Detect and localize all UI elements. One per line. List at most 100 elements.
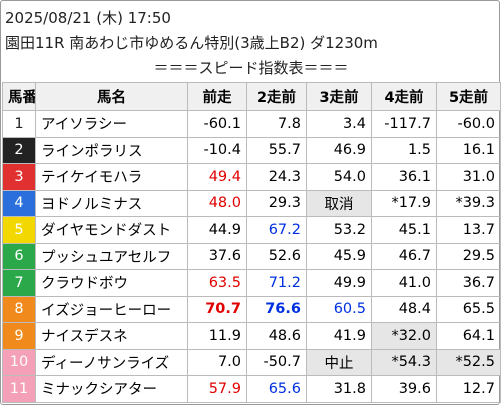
horse-row: 2 ラインポラリス -10.4 55.7 46.9 1.5 16.1 bbox=[2, 136, 501, 164]
date-line: 2025/08/21 (木) 17:50 bbox=[5, 9, 171, 27]
speed-index: 中止 bbox=[306, 348, 372, 376]
speed-index: 12.7 bbox=[436, 375, 501, 403]
race-line: 園田11R 南あわじ市ゆめるん特別(3歳上B2) ダ1230m bbox=[5, 34, 378, 52]
horse-row: 3 テイケイモハラ 49.4 24.3 54.0 36.1 31.0 bbox=[2, 163, 501, 191]
horse-number: 3 bbox=[2, 163, 36, 191]
horse-row: 5 ダイヤモンドダスト 44.9 67.2 53.2 45.1 13.7 bbox=[2, 216, 501, 244]
speed-index: -117.7 bbox=[371, 110, 437, 138]
horse-name: ミナックシアター bbox=[35, 375, 188, 403]
speed-index: 55.7 bbox=[246, 136, 307, 164]
column-header: 3走前 bbox=[306, 82, 372, 111]
horse-name: ラインポラリス bbox=[35, 136, 188, 164]
horse-number: 4 bbox=[2, 189, 36, 217]
horse-name: テイケイモハラ bbox=[35, 163, 188, 191]
horse-name: ナイスデスネ bbox=[35, 322, 188, 350]
speed-index: 70.7 bbox=[187, 295, 247, 323]
horse-name: イズジョーヒーロー bbox=[35, 295, 188, 323]
speed-index: 39.6 bbox=[371, 375, 437, 403]
horse-name: ディーノサンライズ bbox=[35, 348, 188, 376]
horse-row: 1 アイソラシー -60.1 7.8 3.4 -117.7 -60.0 bbox=[2, 110, 501, 138]
speed-index: 71.2 bbox=[246, 269, 307, 297]
header-row: 馬番 馬名 前走 2走前 3走前 4走前 5走前 bbox=[2, 82, 501, 111]
horse-number: 10 bbox=[2, 348, 36, 376]
horse-number: 11 bbox=[2, 375, 36, 403]
speed-index: 49.4 bbox=[187, 163, 247, 191]
speed-table: 馬番 馬名 前走 2走前 3走前 4走前 5走前 1 アイソラシー -60.1 7.8 3.4 -11… bbox=[2, 82, 501, 403]
speed-index: 46.7 bbox=[371, 242, 437, 270]
speed-index: 44.9 bbox=[187, 216, 247, 244]
speed-index: -50.7 bbox=[246, 348, 307, 376]
speed-index: 1.5 bbox=[371, 136, 437, 164]
speed-index: 24.3 bbox=[246, 163, 307, 191]
speed-index: 16.1 bbox=[436, 136, 501, 164]
speed-index: 65.5 bbox=[436, 295, 501, 323]
speed-index: 53.2 bbox=[306, 216, 372, 244]
speed-index: 31.8 bbox=[306, 375, 372, 403]
speed-index: 3.4 bbox=[306, 110, 372, 138]
horse-name: ダイヤモンドダスト bbox=[35, 216, 188, 244]
column-header: 馬番 bbox=[2, 82, 36, 111]
speed-index: *17.9 bbox=[371, 189, 437, 217]
horse-name: プッシュユアセルフ bbox=[35, 242, 188, 270]
horse-number: 5 bbox=[2, 216, 36, 244]
speed-index: 63.5 bbox=[187, 269, 247, 297]
speed-index: *52.5 bbox=[436, 348, 501, 376]
speed-index: 41.0 bbox=[371, 269, 437, 297]
horse-row: 8 イズジョーヒーロー 70.7 76.6 60.5 48.4 65.5 bbox=[2, 295, 501, 323]
speed-index: 7.0 bbox=[187, 348, 247, 376]
speed-index: 54.0 bbox=[306, 163, 372, 191]
speed-index: 67.2 bbox=[246, 216, 307, 244]
speed-index: 45.1 bbox=[371, 216, 437, 244]
column-header: 4走前 bbox=[371, 82, 437, 111]
column-header: 馬名 bbox=[35, 82, 188, 111]
speed-index: *32.0 bbox=[371, 322, 437, 350]
speed-index: 64.1 bbox=[436, 322, 501, 350]
speed-index: 36.7 bbox=[436, 269, 501, 297]
speed-index: -60.0 bbox=[436, 110, 501, 138]
speed-index: 48.0 bbox=[187, 189, 247, 217]
horse-name: アイソラシー bbox=[35, 110, 188, 138]
speed-index: -60.1 bbox=[187, 110, 247, 138]
speed-index: 60.5 bbox=[306, 295, 372, 323]
speed-index: 52.6 bbox=[246, 242, 307, 270]
column-header: 5走前 bbox=[436, 82, 501, 111]
horse-row: 10 ディーノサンライズ 7.0 -50.7 中止 *54.3 *52.5 bbox=[2, 348, 501, 376]
horse-number: 6 bbox=[2, 242, 36, 270]
column-header: 2走前 bbox=[246, 82, 307, 111]
speed-index: 13.7 bbox=[436, 216, 501, 244]
speed-index: 41.9 bbox=[306, 322, 372, 350]
horse-row: 11 ミナックシアター 57.9 65.6 31.8 39.6 12.7 bbox=[2, 375, 501, 403]
table-title: ＝＝＝スピード指数表＝＝＝ bbox=[153, 59, 349, 77]
speed-index: 65.6 bbox=[246, 375, 307, 403]
speed-index: 48.6 bbox=[246, 322, 307, 350]
speed-index: 37.6 bbox=[187, 242, 247, 270]
speed-index: 76.6 bbox=[246, 295, 307, 323]
horse-number: 1 bbox=[2, 110, 36, 138]
speed-index: 取消 bbox=[306, 189, 372, 217]
horse-number: 2 bbox=[2, 136, 36, 164]
column-header: 前走 bbox=[187, 82, 247, 111]
horse-row: 7 クラウドボウ 63.5 71.2 49.9 41.0 36.7 bbox=[2, 269, 501, 297]
speed-index: 57.9 bbox=[187, 375, 247, 403]
horse-name: クラウドボウ bbox=[35, 269, 188, 297]
horse-row: 6 プッシュユアセルフ 37.6 52.6 45.9 46.7 29.5 bbox=[2, 242, 501, 270]
horse-name: ヨドノルミナス bbox=[35, 189, 188, 217]
horse-number: 7 bbox=[2, 269, 36, 297]
speed-index: *54.3 bbox=[371, 348, 437, 376]
speed-index: 46.9 bbox=[306, 136, 372, 164]
horse-number: 8 bbox=[2, 295, 36, 323]
speed-index: 29.5 bbox=[436, 242, 501, 270]
speed-index: 29.3 bbox=[246, 189, 307, 217]
speed-index: 11.9 bbox=[187, 322, 247, 350]
speed-index: 7.8 bbox=[246, 110, 307, 138]
speed-index: 48.4 bbox=[371, 295, 437, 323]
speed-index: -10.4 bbox=[187, 136, 247, 164]
speed-index: 49.9 bbox=[306, 269, 372, 297]
speed-index: 36.1 bbox=[371, 163, 437, 191]
horse-number: 9 bbox=[2, 322, 36, 350]
horse-row: 4 ヨドノルミナス 48.0 29.3 取消 *17.9 *39.3 bbox=[2, 189, 501, 217]
speed-index: 31.0 bbox=[436, 163, 501, 191]
speed-index: *39.3 bbox=[436, 189, 501, 217]
speed-index: 45.9 bbox=[306, 242, 372, 270]
